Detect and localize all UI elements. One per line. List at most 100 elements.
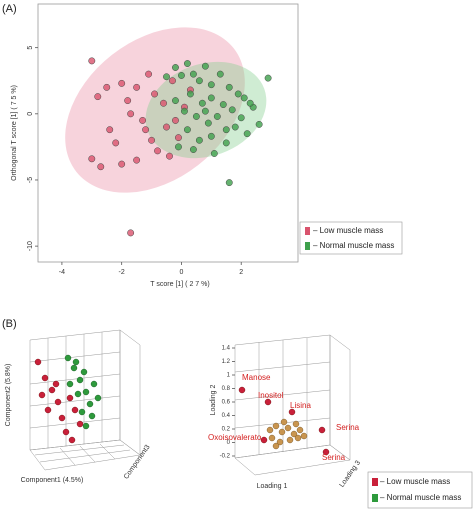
y-axis-label: Orthogonal T score [1] ( 7 5 %) [11, 85, 18, 181]
point [172, 116, 179, 124]
plot-frame [37, 3, 299, 263]
point [198, 99, 206, 107]
point [207, 94, 215, 102]
y-tick-label: -5 [27, 177, 34, 183]
y-tick-label: 5 [27, 46, 34, 50]
legend-swatch [372, 478, 378, 486]
point [145, 70, 153, 78]
legend-label: – Low muscle mass [380, 477, 450, 486]
point [172, 97, 179, 105]
panel-label: (B) [2, 318, 17, 330]
x-tick-label: -2 [119, 269, 125, 276]
point [106, 126, 114, 134]
legend-label: – Normal muscle mass [380, 493, 461, 502]
x-tick-label: -4 [59, 269, 65, 276]
point [175, 134, 182, 142]
z-axis-label: Component3 [123, 444, 152, 481]
point-label: Inositol [258, 391, 284, 400]
y-tick-label: 0.2 [222, 427, 231, 433]
point [166, 152, 173, 160]
point [133, 83, 141, 91]
legend-label: – Low muscle mass [313, 226, 383, 235]
point [103, 83, 111, 91]
point [204, 119, 212, 127]
point [189, 146, 197, 153]
y-axis-label: Loading 2 [210, 385, 217, 416]
point [246, 99, 254, 107]
point [222, 139, 230, 147]
point [210, 150, 218, 157]
point [225, 83, 233, 91]
y-tick-label: 0.4 [222, 413, 231, 419]
point [207, 81, 215, 89]
point [177, 71, 185, 79]
point-label: Oxoisovalerato [208, 433, 262, 442]
x-axis-label: Component1 (4.5%) [21, 477, 84, 484]
panel-label: (A) [2, 3, 17, 15]
point [189, 70, 197, 78]
point [234, 90, 242, 98]
point [97, 163, 105, 171]
y-tick-label: 0.8 [222, 386, 231, 392]
point [169, 77, 176, 85]
cube-right [234, 334, 351, 476]
legend-label: – Normal muscle mass [313, 241, 394, 250]
point [175, 143, 182, 151]
point [118, 160, 126, 168]
point-label: Manose [242, 373, 271, 382]
point [222, 126, 230, 134]
legend-box [299, 221, 403, 255]
z-axis-label: Loading 3 [339, 460, 362, 489]
point [243, 130, 251, 138]
point [118, 79, 126, 87]
point [124, 97, 132, 105]
point [148, 136, 156, 144]
y-tick-label: 0 [227, 440, 231, 446]
x-axis-label: Loading 1 [257, 483, 288, 490]
point [240, 94, 248, 102]
legend-swatch [372, 494, 378, 502]
legend-swatch [305, 227, 310, 235]
point [142, 126, 150, 134]
confidence-ellipse [65, 27, 245, 193]
point [228, 106, 236, 114]
y-tick-label: 1 [227, 373, 231, 379]
point [154, 147, 161, 155]
point [255, 120, 263, 128]
point [112, 139, 120, 147]
point [231, 123, 239, 131]
point [133, 156, 141, 164]
point [192, 113, 200, 120]
point [151, 90, 159, 98]
point [213, 113, 221, 120]
point-label: Serina [322, 453, 346, 462]
y-tick-label: -0.2 [220, 454, 231, 460]
point [183, 60, 191, 67]
x-tick-label: 0 [179, 269, 183, 276]
legend: – Low muscle mass – Normal muscle mass [305, 226, 394, 250]
point [94, 93, 102, 101]
point [264, 74, 272, 82]
point [163, 123, 170, 131]
right-y-ticks: 1.4 1.2 1 0.8 0.6 0.4 0.2 0 -0.2 [220, 346, 235, 460]
point [127, 110, 135, 118]
point [216, 70, 224, 78]
x-tick-label: 2 [239, 269, 243, 276]
point-label: Serina [336, 423, 360, 432]
point [237, 114, 245, 122]
x-axis-label: T score [1] ( 2 7 %) [150, 281, 209, 288]
point [195, 77, 203, 85]
point [172, 64, 179, 71]
y-tick-label: -10 [27, 241, 34, 251]
point [207, 132, 215, 140]
point [139, 116, 147, 124]
point [160, 99, 167, 107]
y-axis-label: Component2 (5.8%) [5, 364, 12, 427]
point [163, 73, 170, 81]
point [180, 107, 188, 115]
point [225, 179, 233, 187]
y-tick-label: 1.4 [222, 346, 231, 352]
point [186, 90, 194, 98]
point [183, 126, 191, 134]
